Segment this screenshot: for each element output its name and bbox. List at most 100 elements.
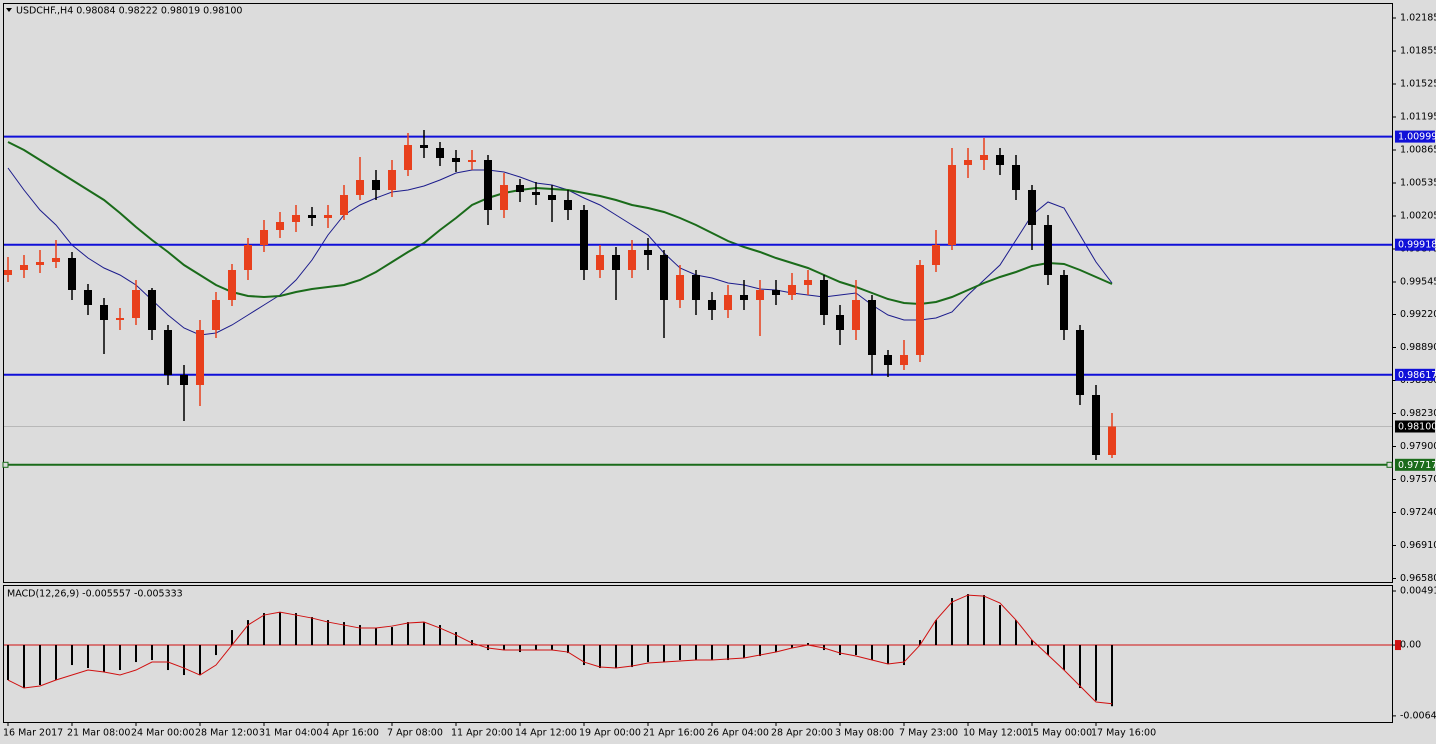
candle-body [20, 265, 28, 270]
macd-bar [615, 645, 617, 669]
candle-body [468, 160, 476, 162]
candle-body [324, 215, 332, 218]
candle-body [292, 215, 300, 222]
level-anchor [2, 461, 9, 468]
macd-bar [71, 645, 73, 666]
macd-bar [631, 645, 633, 668]
macd-bar [535, 645, 537, 651]
x-tick-label: 15 May 00:00 [1027, 728, 1092, 739]
macd-bar [711, 645, 713, 661]
x-tick-label: 10 May 12:00 [963, 728, 1028, 739]
macd-bar [1111, 645, 1113, 707]
macd-bar [263, 613, 265, 646]
macd-bar [1063, 645, 1065, 671]
macd-bar [311, 617, 313, 646]
moving-average [7, 141, 1113, 306]
candle-body [884, 355, 892, 365]
candle-body [692, 275, 700, 300]
macd-bar [199, 645, 201, 676]
candle-body [1108, 426, 1116, 455]
macd-bar [791, 645, 793, 649]
candle-body [356, 180, 364, 195]
macd-bar [871, 645, 873, 661]
candle-body [724, 295, 732, 310]
macd-bar [279, 612, 281, 646]
candle-body [852, 300, 860, 330]
candle-body [596, 255, 604, 270]
candle-body [708, 300, 716, 310]
macd-title: MACD(12,26,9) -0.005557 -0.005333 [7, 589, 183, 600]
macd-bar [7, 645, 9, 681]
macd-bar [23, 645, 25, 689]
macd-bar [935, 620, 937, 646]
macd-bar [231, 630, 233, 646]
candle-body [1044, 225, 1052, 275]
y-tick-label: 0.00 [1400, 640, 1421, 651]
macd-bar [743, 645, 745, 659]
candle-body [660, 255, 668, 300]
macd-bar [727, 645, 729, 661]
macd-bar [775, 645, 777, 653]
macd-bar [583, 645, 585, 666]
macd-bar [455, 632, 457, 646]
candle-body [484, 160, 492, 210]
menu-arrow[interactable] [6, 8, 12, 12]
candle-body [276, 222, 284, 230]
y-tick-label: 0.97570 [1400, 474, 1436, 485]
candle-body [388, 170, 396, 190]
level-label: 0.99918 [1398, 240, 1436, 251]
x-tick-label: 19 Apr 00:00 [579, 728, 641, 739]
moving-average [7, 167, 1113, 336]
y-tick-label: 1.00205 [1400, 211, 1436, 222]
macd-bar [87, 645, 89, 669]
macd-bar [551, 645, 553, 651]
macd-bar [183, 645, 185, 676]
candle-body [868, 300, 876, 355]
candle-body [1076, 330, 1084, 395]
macd-bar [503, 645, 505, 651]
candle-body [116, 318, 124, 320]
macd-bar [983, 595, 985, 646]
y-tick-label: 0.96580 [1400, 573, 1436, 584]
x-tick-label: 28 Apr 20:00 [771, 728, 833, 739]
candle-body [980, 155, 988, 160]
chart-title: USDCHF.,H4 0.98084 0.98222 0.98019 0.981… [16, 6, 242, 17]
signal-line [7, 594, 1113, 705]
macd-bar [519, 645, 521, 653]
y-tick-label: 1.01855 [1400, 46, 1436, 57]
macd-bar [647, 645, 649, 663]
macd-bar [1031, 640, 1033, 646]
candle-body [1012, 165, 1020, 190]
candle-body [52, 258, 60, 262]
macd-bar [839, 645, 841, 656]
y-tick-label: 0.99545 [1400, 277, 1436, 288]
level-label-box [1395, 420, 1435, 433]
y-tick-label: 1.02185 [1400, 13, 1436, 24]
candle-body [804, 280, 812, 285]
x-tick-label: 7 Apr 08:00 [387, 728, 443, 739]
x-tick-label: 31 Mar 04:00 [259, 728, 322, 739]
macd-bar [567, 645, 569, 654]
candle-body [612, 255, 620, 270]
candle-body [916, 265, 924, 355]
macd-bar [439, 625, 441, 646]
candle-body [500, 185, 508, 210]
candle-body [756, 290, 764, 300]
macd-panel [3, 585, 1393, 723]
candle-body [996, 155, 1004, 165]
candle-body [212, 300, 220, 330]
candle-body [196, 330, 204, 385]
macd-bar [39, 645, 41, 686]
candle-body [164, 330, 172, 375]
level-label-box [1395, 458, 1435, 471]
level-label-box [1395, 368, 1435, 381]
macd-bar [599, 645, 601, 669]
candle-body [932, 245, 940, 265]
macd-bar [327, 620, 329, 646]
candle-body [1028, 190, 1036, 225]
level-label: 1.00999 [1398, 132, 1436, 143]
zero-box [1395, 640, 1401, 651]
x-tick-label: 24 Mar 00:00 [131, 728, 194, 739]
